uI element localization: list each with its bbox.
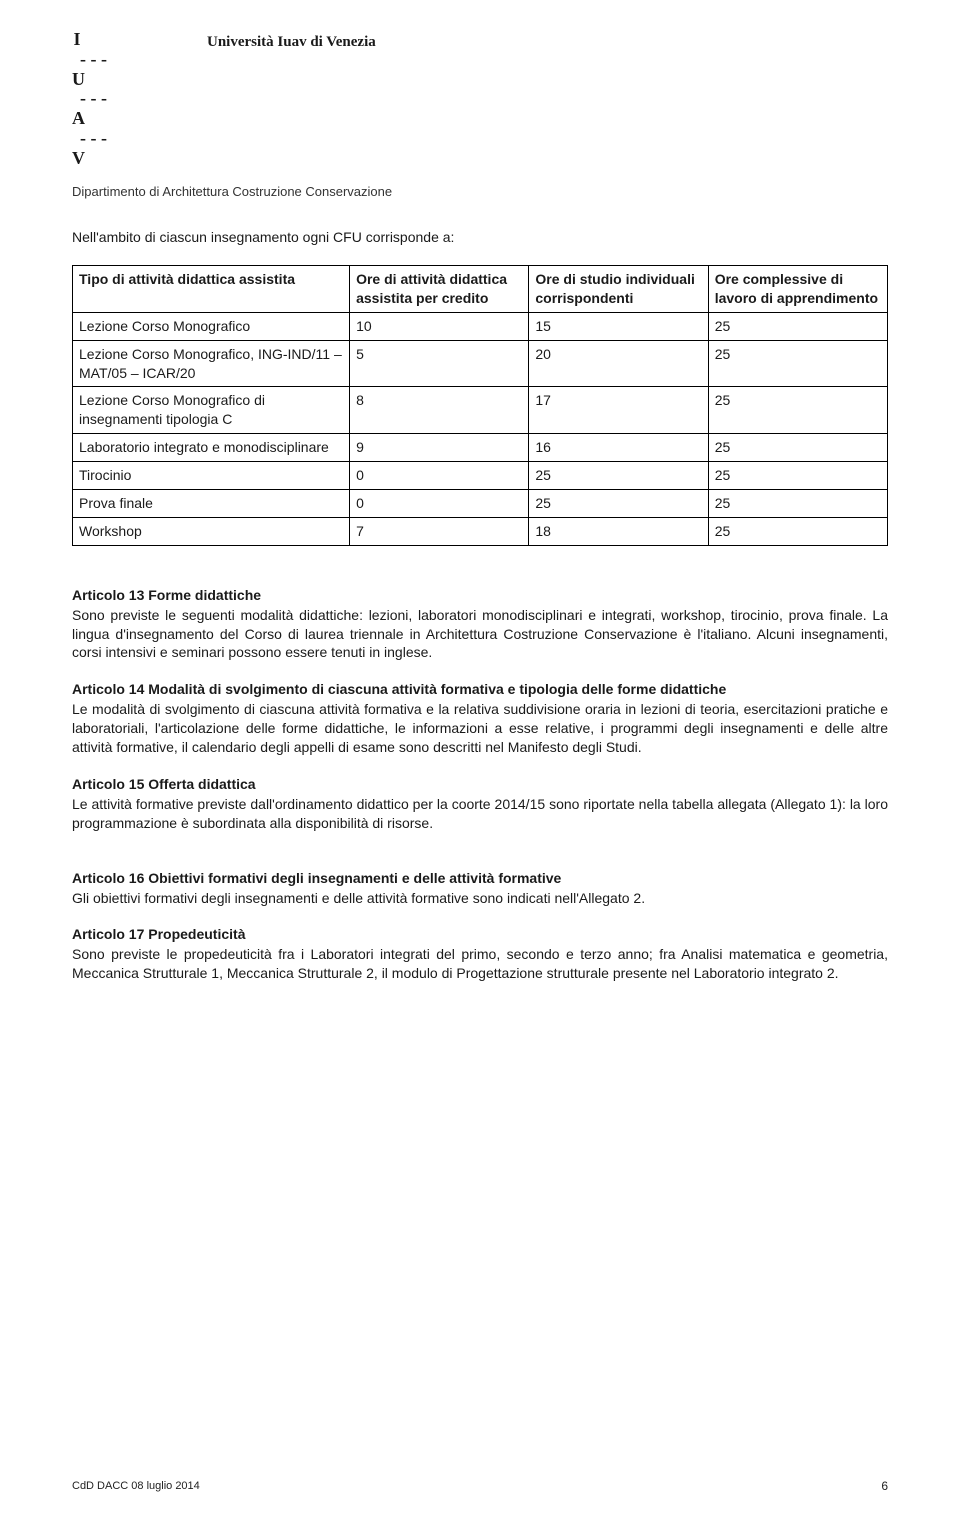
table-header-row: Tipo di attività didattica assistita Ore…	[73, 266, 888, 313]
article-text: Le modalità di svolgimento di ciascuna a…	[72, 700, 888, 757]
department-name: Dipartimento di Architettura Costruzione…	[72, 183, 888, 201]
table-cell: 25	[708, 434, 887, 462]
table-cell: 15	[529, 312, 708, 340]
logo-dashes: - - -	[80, 129, 107, 149]
article-text: Le attività formative previste dall'ordi…	[72, 795, 888, 833]
table-cell: Workshop	[73, 517, 350, 545]
table-cell: 8	[350, 387, 529, 434]
table-header: Ore complessive di lavoro di apprendimen…	[708, 266, 887, 313]
logo-letter: V	[72, 149, 82, 169]
intro-text: Nell'ambito di ciascun insegnamento ogni…	[72, 228, 888, 247]
logo-letter: A	[72, 109, 82, 129]
article-17: Articolo 17 Propedeuticità Sono previste…	[72, 925, 888, 983]
table-cell: 0	[350, 462, 529, 490]
table-cell: 20	[529, 340, 708, 387]
article-title: Articolo 15 Offerta didattica	[72, 775, 888, 794]
table-cell: 10	[350, 312, 529, 340]
footer-left: CdD DACC 08 luglio 2014	[72, 1479, 200, 1494]
article-title: Articolo 16 Obiettivi formativi degli in…	[72, 869, 888, 888]
logo-dashes: - - -	[80, 50, 107, 70]
table-cell: Lezione Corso Monografico, ING-IND/11 – …	[73, 340, 350, 387]
university-name: Università Iuav di Venezia	[207, 30, 376, 52]
table-cell: 17	[529, 387, 708, 434]
table-cell: 5	[350, 340, 529, 387]
table-cell: Prova finale	[73, 490, 350, 518]
table-cell: 25	[708, 517, 887, 545]
logo-letter: I	[72, 30, 82, 50]
table-cell: 7	[350, 517, 529, 545]
table-cell: 25	[708, 462, 887, 490]
table-cell: 18	[529, 517, 708, 545]
page-header: I - - - U - - - A - - - V Università Iua…	[72, 30, 888, 169]
article-text: Sono previste le propedeuticità fra i La…	[72, 945, 888, 983]
table-header: Tipo di attività didattica assistita	[73, 266, 350, 313]
table-cell: 25	[708, 490, 887, 518]
article-14: Articolo 14 Modalità di svolgimento di c…	[72, 680, 888, 757]
footer-page-number: 6	[881, 1478, 888, 1494]
table-cell: 25	[708, 312, 887, 340]
article-text: Sono previste le seguenti modalità didat…	[72, 606, 888, 663]
table-cell: 0	[350, 490, 529, 518]
table-row: Lezione Corso Monografico 10 15 25	[73, 312, 888, 340]
hours-table: Tipo di attività didattica assistita Ore…	[72, 265, 888, 546]
table-cell: Lezione Corso Monografico	[73, 312, 350, 340]
article-title: Articolo 14 Modalità di svolgimento di c…	[72, 680, 888, 699]
table-cell: Laboratorio integrato e monodisciplinare	[73, 434, 350, 462]
article-text: Gli obiettivi formativi degli insegnamen…	[72, 889, 888, 908]
table-cell: Tirocinio	[73, 462, 350, 490]
table-row: Prova finale 0 25 25	[73, 490, 888, 518]
table-row: Tirocinio 0 25 25	[73, 462, 888, 490]
table-cell: 25	[529, 490, 708, 518]
table-cell: 16	[529, 434, 708, 462]
iuav-logo: I - - - U - - - A - - - V	[72, 30, 107, 169]
article-15: Articolo 15 Offerta didattica Le attivit…	[72, 775, 888, 833]
table-cell: 9	[350, 434, 529, 462]
table-cell: 25	[529, 462, 708, 490]
article-title: Articolo 13 Forme didattiche	[72, 586, 888, 605]
table-cell: 25	[708, 340, 887, 387]
table-row: Workshop 7 18 25	[73, 517, 888, 545]
article-title: Articolo 17 Propedeuticità	[72, 925, 888, 944]
table-body: Lezione Corso Monografico 10 15 25 Lezio…	[73, 312, 888, 545]
table-row: Laboratorio integrato e monodisciplinare…	[73, 434, 888, 462]
logo-dashes: - - -	[80, 89, 107, 109]
table-header: Ore di studio individuali corrispondenti	[529, 266, 708, 313]
table-cell: 25	[708, 387, 887, 434]
article-13: Articolo 13 Forme didattiche Sono previs…	[72, 586, 888, 663]
logo-letter: U	[72, 70, 82, 90]
table-cell: Lezione Corso Monografico di insegnament…	[73, 387, 350, 434]
table-row: Lezione Corso Monografico, ING-IND/11 – …	[73, 340, 888, 387]
article-16: Articolo 16 Obiettivi formativi degli in…	[72, 869, 888, 908]
table-row: Lezione Corso Monografico di insegnament…	[73, 387, 888, 434]
table-header: Ore di attività didattica assistita per …	[350, 266, 529, 313]
